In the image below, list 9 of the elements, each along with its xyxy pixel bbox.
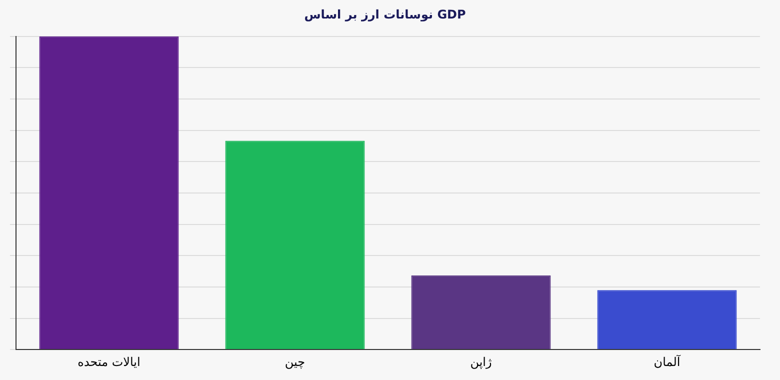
bar <box>597 290 737 350</box>
bar <box>39 36 179 350</box>
bar <box>225 140 365 350</box>
x-tick-label: ژاپن <box>470 354 492 369</box>
x-tick-label: آلمان <box>654 354 681 369</box>
x-tick-label: چین <box>284 354 306 369</box>
bar <box>411 275 551 350</box>
x-tick-label: ایالات متحده <box>78 354 140 369</box>
chart-title: نوسانات ارز بر اساس GDP <box>304 7 466 22</box>
